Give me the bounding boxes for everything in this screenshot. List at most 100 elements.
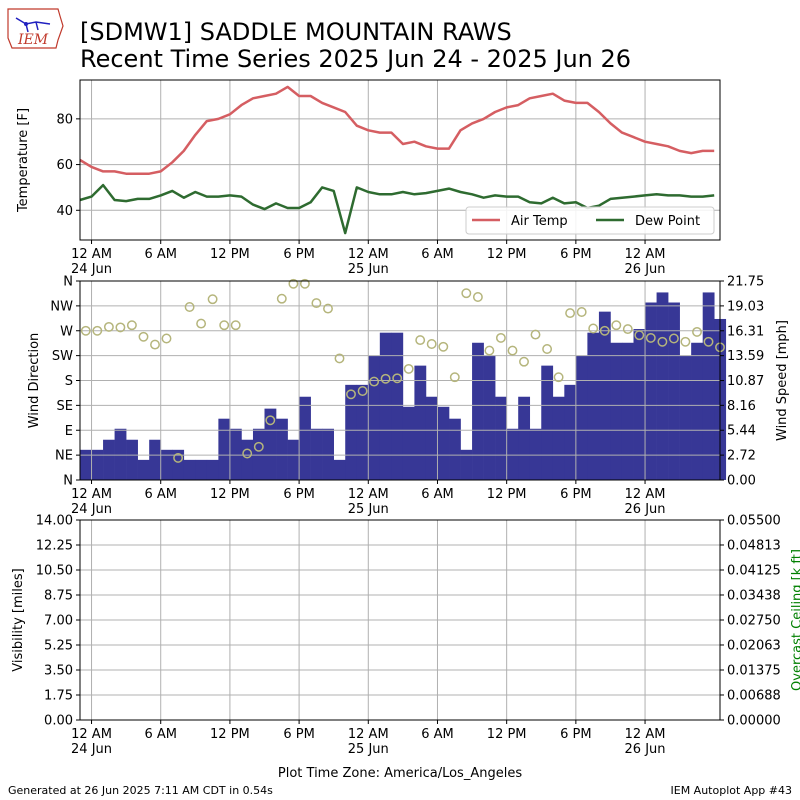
legend: Air Temp Dew Point [465, 206, 715, 235]
visibility-tick-label: 3.50 [44, 664, 73, 679]
wind-speed-bar [633, 329, 646, 480]
wind-direction-marker [645, 332, 656, 343]
x-tick-label: 6 AM [144, 727, 177, 742]
ceiling-tick-label: 0.00000 [727, 714, 781, 729]
wind-speed-bar [552, 396, 565, 480]
x-tick-label: 6 PM [283, 247, 314, 262]
x-tick-label: 6 AM [144, 487, 177, 502]
wind-speed-bar [345, 384, 358, 480]
x-tick-label: 12 PM [487, 727, 527, 742]
x-date-label: 24 Jun [71, 742, 112, 757]
x-date-label: 26 Jun [625, 262, 666, 277]
x-tick-label: 6 AM [421, 727, 454, 742]
plot-frame [79, 79, 721, 241]
wind-speed-bar [587, 332, 600, 480]
wind-direction-marker [230, 320, 241, 331]
wind-direction-marker [403, 363, 414, 374]
wind-direction-marker [161, 333, 172, 344]
ceiling-tick-label: 0.00688 [727, 688, 781, 703]
y-tick-label: 60 [56, 158, 73, 173]
visibility-tick-label: 5.25 [44, 639, 73, 654]
wind-direction-marker [657, 336, 668, 347]
x-tick-label: 6 PM [283, 727, 314, 742]
wind-speed-bar [449, 418, 461, 480]
dew-point-line [79, 183, 715, 235]
wind-direction-marker [703, 336, 714, 347]
wind-direction-marker [150, 339, 160, 350]
wind-speed-bar [529, 428, 542, 480]
wind-direction-marker [357, 386, 368, 396]
wind-direction-marker [265, 415, 276, 426]
x-tick-label: 12 PM [487, 487, 527, 502]
iem-logo[interactable]: IEM [7, 8, 64, 49]
speed-tick-label: 2.72 [727, 449, 756, 464]
wind-direction-marker [334, 353, 345, 364]
wind-speed-bar [80, 449, 92, 480]
direction-tick-label: SW [52, 349, 73, 364]
ceiling-tick-label: 0.05500 [727, 514, 781, 529]
x-tick-label: 6 AM [421, 487, 454, 502]
x-tick-label: 12 PM [210, 727, 250, 742]
wind-direction-marker [634, 330, 645, 341]
direction-tick-label: SE [57, 399, 73, 414]
ceiling-tick-label: 0.02750 [727, 614, 781, 629]
wind-speed-bar [103, 439, 115, 480]
timezone-label: Plot Time Zone: America/Los_Angeles [278, 766, 522, 781]
direction-tick-label: S [65, 374, 73, 389]
wind-speed-bar [333, 459, 346, 480]
wind-direction-marker [126, 320, 137, 331]
wind-direction-marker [588, 323, 599, 334]
wind-speed-bar [368, 355, 381, 480]
chart-title-line2: Recent Time Series 2025 Jun 24 - 2025 Ju… [80, 45, 631, 73]
wind-direction-marker [519, 356, 529, 367]
wind-direction-marker [426, 339, 437, 349]
logo-text: IEM [17, 32, 49, 48]
legend-label: Air Temp [511, 214, 568, 229]
wind-direction-marker [196, 318, 207, 329]
wind-direction-marker [392, 373, 403, 384]
wind-speed-bar [564, 384, 577, 480]
wind-speed-bar [483, 355, 496, 480]
wind-direction-marker [138, 331, 149, 342]
wind-direction-marker [311, 298, 322, 309]
y-axis-label: Temperature [F] [16, 108, 31, 213]
wind-speed-bar [137, 459, 150, 480]
direction-tick-label: N [63, 474, 73, 489]
wind-direction-marker [495, 332, 506, 343]
wind-speed-bar [276, 418, 288, 480]
y-tick-label: 40 [56, 204, 73, 219]
x-tick-label: 12 AM [71, 247, 112, 262]
wind-speed-bar [598, 311, 611, 480]
wind-direction-marker [415, 335, 426, 346]
wind-direction-marker [622, 324, 633, 335]
wind-speed-bar [495, 396, 507, 480]
visibility-tick-label: 10.50 [36, 564, 73, 579]
direction-tick-label: N [63, 275, 73, 290]
wind-direction-marker [576, 307, 587, 317]
wind-direction-marker [80, 325, 91, 336]
wind-direction-marker [288, 278, 299, 289]
wind-direction-marker [253, 441, 264, 452]
wind-speed-bar [518, 396, 531, 480]
x-tick-label: 12 AM [348, 247, 389, 262]
wind-speed-bar [356, 384, 369, 480]
wind-speed-bar [91, 449, 104, 480]
x-tick-label: 12 AM [625, 487, 666, 502]
wind-direction-marker [472, 292, 483, 302]
ceiling-tick-label: 0.04813 [727, 538, 781, 553]
wind-direction-marker [380, 373, 391, 384]
generated-timestamp: Generated at 26 Jun 2025 7:11 AM CDT in … [8, 784, 273, 797]
wind-direction-marker [680, 336, 691, 347]
wind-direction-marker [438, 341, 449, 352]
ceiling-tick-label: 0.02063 [727, 638, 781, 653]
speed-tick-label: 10.87 [727, 374, 764, 389]
logo-station-dot [24, 22, 28, 26]
speed-tick-label: 5.44 [727, 424, 756, 439]
wind-speed-bar [218, 418, 231, 480]
wind-direction-marker [173, 452, 184, 463]
wind-direction-marker [461, 288, 472, 299]
